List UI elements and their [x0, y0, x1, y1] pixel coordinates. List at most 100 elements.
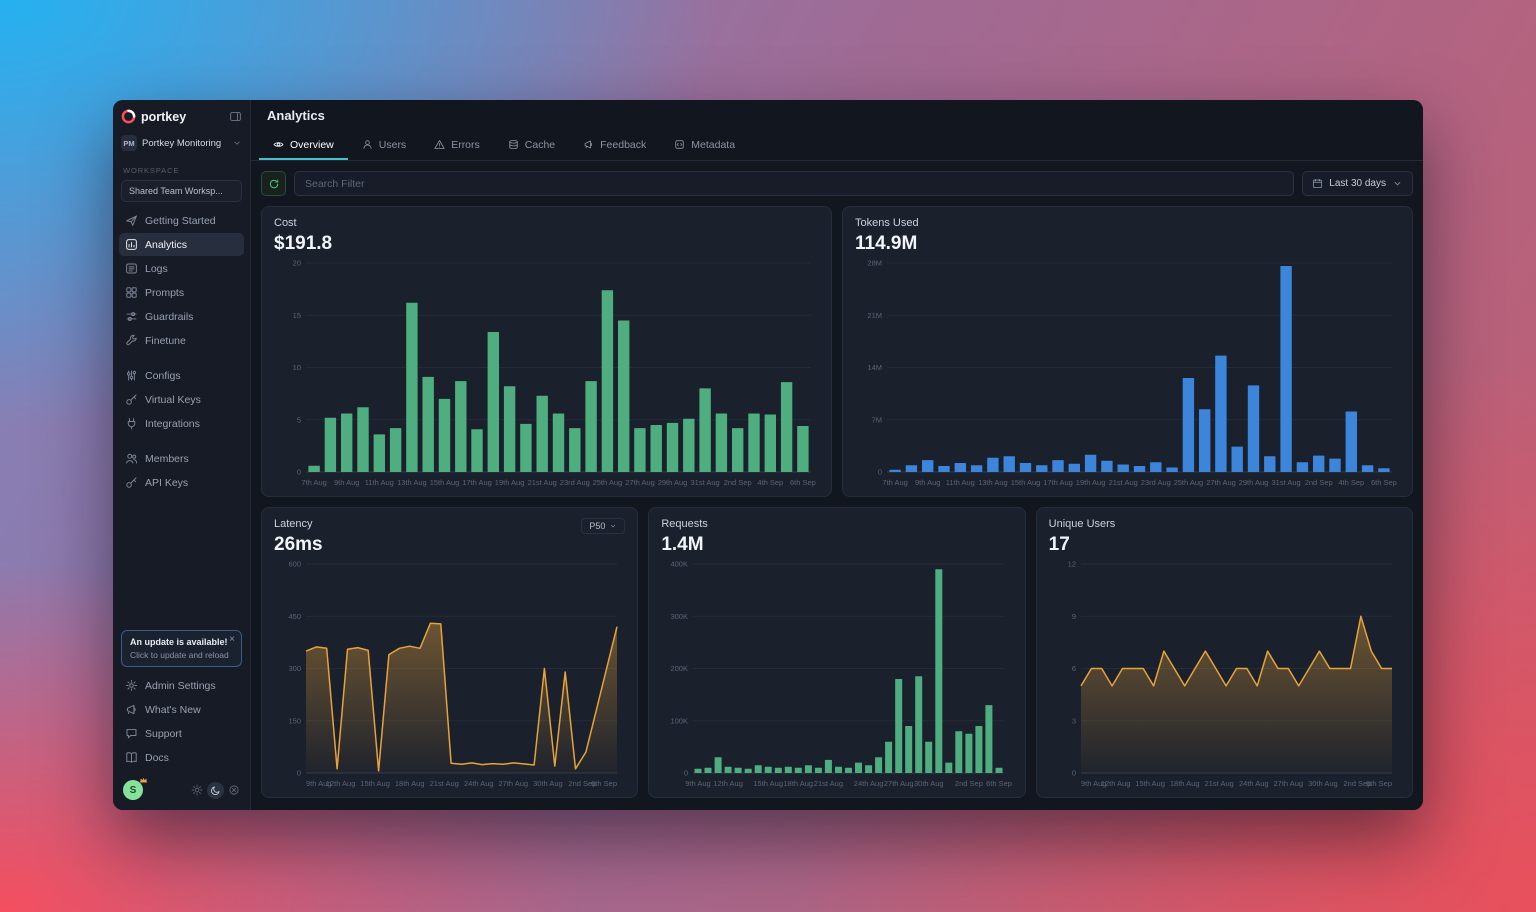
workspace-selector[interactable]: Shared Team Worksp... — [121, 180, 242, 202]
sun-icon[interactable] — [191, 784, 203, 796]
svg-text:6th Sep: 6th Sep — [1371, 478, 1397, 487]
percentile-selector[interactable]: P50 — [581, 518, 626, 534]
unique-users-chart: 0 3 6 9 12 9th Aug 12th Aug 15th Aug 18th Aug 21s… — [1049, 558, 1400, 791]
svg-text:3: 3 — [1071, 716, 1075, 725]
svg-text:6th Sep: 6th Sep — [790, 478, 816, 487]
warning-icon — [434, 139, 445, 150]
svg-text:0: 0 — [297, 468, 301, 477]
svg-text:5: 5 — [297, 415, 301, 424]
sidebar-item-logs[interactable]: Logs — [119, 257, 244, 280]
sidebar-item-label: Guardrails — [145, 310, 194, 323]
card-value: 1.4M — [661, 534, 704, 555]
close-icon[interactable]: × — [229, 634, 235, 645]
sidebar-item-api-keys[interactable]: API Keys — [119, 471, 244, 494]
sidebar-item-finetune[interactable]: Finetune — [119, 329, 244, 352]
avatar[interactable]: S — [123, 777, 147, 800]
svg-text:27th Aug: 27th Aug — [884, 779, 914, 788]
sidebar-item-members[interactable]: Members — [119, 447, 244, 470]
sidebar-item-whats-new[interactable]: What's New — [119, 698, 244, 721]
svg-text:2nd Sep: 2nd Sep — [1343, 779, 1371, 788]
sidebar-item-support[interactable]: Support — [119, 722, 244, 745]
sidebar-item-integrations[interactable]: Integrations — [119, 412, 244, 435]
sidebar-collapse-icon[interactable] — [229, 110, 242, 123]
svg-text:27th Aug: 27th Aug — [498, 779, 528, 788]
svg-text:4th Sep: 4th Sep — [1338, 478, 1364, 487]
card-value: 26ms — [274, 534, 323, 555]
user-row: S — [113, 773, 250, 802]
sidebar-item-label: Virtual Keys — [145, 393, 201, 406]
sidebar-item-label: Docs — [145, 751, 169, 764]
chevron-down-icon — [609, 522, 617, 530]
svg-text:9th Aug: 9th Aug — [334, 478, 359, 487]
sidebar-item-label: Integrations — [145, 417, 200, 430]
tab-label: Users — [378, 138, 407, 151]
sidebar-item-admin-settings[interactable]: Admin Settings — [119, 674, 244, 697]
prompts-icon — [125, 286, 138, 299]
workspace-section-label: WORKSPACE — [123, 166, 180, 175]
svg-text:6th Sep: 6th Sep — [986, 779, 1012, 788]
tab-cache[interactable]: Cache — [494, 131, 569, 160]
svg-text:27th Aug: 27th Aug — [1273, 779, 1303, 788]
org-selector[interactable]: PM Portkey Monitoring — [113, 130, 250, 156]
svg-text:450: 450 — [288, 612, 301, 621]
sidebar-item-label: Finetune — [145, 334, 186, 347]
svg-text:24th Aug: 24th Aug — [1239, 779, 1269, 788]
svg-text:13th Aug: 13th Aug — [397, 478, 427, 487]
tab-metadata[interactable]: Metadata — [660, 131, 749, 160]
svg-text:9: 9 — [1071, 612, 1075, 621]
megaphone-icon — [125, 703, 138, 716]
tab-overview[interactable]: Overview — [259, 131, 348, 160]
update-banner-title: An update is available! — [130, 637, 228, 647]
tab-feedback[interactable]: Feedback — [569, 131, 660, 160]
chevron-down-icon — [1392, 178, 1403, 189]
sidebar-item-label: API Keys — [145, 476, 189, 489]
cards-grid: Cost $191.8 0 5 10 15 20 7th Aug 9th Aug 11th A… — [251, 204, 1423, 810]
svg-text:15th Aug: 15th Aug — [360, 779, 390, 788]
calendar-icon — [1312, 178, 1323, 189]
sidebar-item-getting-started[interactable]: Getting Started — [119, 209, 244, 232]
svg-text:18th Aug: 18th Aug — [395, 779, 425, 788]
sidebar-item-docs[interactable]: Docs — [119, 746, 244, 769]
sidebar-item-prompts[interactable]: Prompts — [119, 281, 244, 304]
svg-text:15: 15 — [293, 311, 301, 320]
search-filter-input[interactable] — [294, 171, 1295, 196]
svg-text:9th Aug: 9th Aug — [306, 779, 331, 788]
tab-users[interactable]: Users — [348, 131, 420, 160]
svg-text:4th Sep: 4th Sep — [757, 478, 783, 487]
sidebar-item-label: Members — [145, 452, 189, 465]
cache-icon — [508, 139, 519, 150]
svg-text:18th Aug: 18th Aug — [1170, 779, 1200, 788]
megaphone-icon — [583, 139, 594, 150]
svg-text:0: 0 — [878, 468, 882, 477]
nav-divider — [119, 436, 244, 447]
dark-theme-toggle[interactable] — [207, 781, 224, 799]
svg-text:10: 10 — [293, 363, 301, 372]
system-theme-icon[interactable] — [228, 784, 240, 796]
sidebar-item-analytics[interactable]: Analytics — [119, 233, 244, 256]
date-range-selector[interactable]: Last 30 days — [1302, 171, 1413, 196]
svg-text:2nd Sep: 2nd Sep — [1305, 478, 1333, 487]
update-banner-subtitle: Click to update and reload — [130, 650, 229, 660]
org-name: Portkey Monitoring — [142, 137, 222, 149]
nav-divider — [119, 353, 244, 364]
svg-text:150: 150 — [288, 716, 301, 725]
svg-text:6th Sep: 6th Sep — [591, 779, 617, 788]
sidebar-item-configs[interactable]: Configs — [119, 364, 244, 387]
latency-card: Latency 26ms P50 0 150 300 450 600 9th Aug 12t… — [261, 507, 639, 798]
sidebar-item-guardrails[interactable]: Guardrails — [119, 305, 244, 328]
svg-text:13th Aug: 13th Aug — [978, 478, 1008, 487]
sidebar-header: portkey — [113, 100, 250, 130]
tab-errors[interactable]: Errors — [420, 131, 494, 160]
svg-text:25th Aug: 25th Aug — [1174, 478, 1204, 487]
refresh-button[interactable] — [261, 171, 286, 196]
svg-text:0: 0 — [297, 769, 301, 778]
update-banner[interactable]: An update is available! Click to update … — [121, 630, 242, 667]
tab-bar: Overview Users Errors Cache Feedback Met… — [251, 131, 1423, 161]
sidebar-item-virtual-keys[interactable]: Virtual Keys — [119, 388, 244, 411]
unique-users-card: Unique Users 17 0 3 6 9 12 9th Aug 12th Aug 15t… — [1035, 507, 1413, 798]
percentile-label: P50 — [589, 521, 606, 531]
app-window: portkey PM Portkey Monitoring WORKSPACE … — [113, 100, 1423, 810]
card-value: $191.8 — [274, 233, 333, 254]
svg-text:400K: 400K — [671, 560, 689, 569]
svg-text:19th Aug: 19th Aug — [495, 478, 525, 487]
